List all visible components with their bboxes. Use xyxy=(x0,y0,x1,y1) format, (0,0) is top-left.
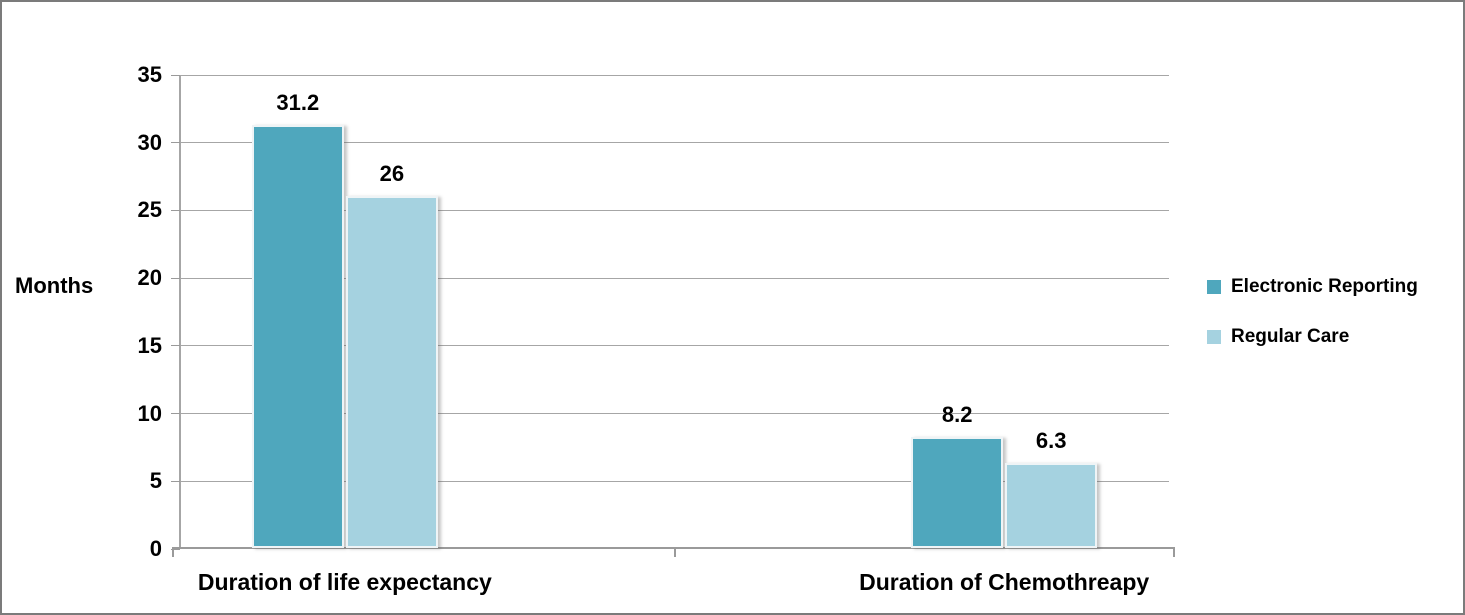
bar xyxy=(911,436,1004,548)
bar xyxy=(1005,462,1098,548)
gridline xyxy=(180,74,1169,76)
gridline xyxy=(180,209,1169,211)
bar-value-label: 8.2 xyxy=(941,401,973,427)
gridline xyxy=(180,345,1169,347)
gridline xyxy=(180,277,1169,279)
y-axis-tick-label: 30 xyxy=(137,129,162,155)
y-axis-title: Months xyxy=(15,273,94,298)
plot-area: 0 5 10 15 20 25 30 35 31.2 26 Duration of life exp… xyxy=(138,62,1175,595)
y-axis-tick-label: 0 xyxy=(149,536,162,561)
x-axis-tick xyxy=(1173,549,1175,557)
x-axis-tick xyxy=(673,549,676,557)
legend-label: Regular Care xyxy=(1231,326,1350,347)
category-label: Duration of Chemothreapy xyxy=(859,569,1150,595)
x-axis-line xyxy=(172,547,1175,549)
bar-value-label: 31.2 xyxy=(276,90,320,116)
legend-item-electronic-reporting: Electronic Reporting xyxy=(1207,277,1418,297)
y-axis-tick xyxy=(171,480,180,482)
x-axis-tick xyxy=(172,549,174,557)
y-axis-tick xyxy=(171,74,180,76)
y-axis-tick-label: 20 xyxy=(137,265,162,291)
y-axis-tick xyxy=(171,548,180,550)
y-axis-tick xyxy=(171,345,180,347)
category-label: Duration of life expectancy xyxy=(197,569,492,595)
legend-item-regular-care: Regular Care xyxy=(1207,327,1418,347)
legend-swatch-icon xyxy=(1207,280,1221,294)
gridline xyxy=(180,413,1169,415)
legend: Electronic Reporting Regular Care xyxy=(1207,277,1418,347)
bar-value-label: 26 xyxy=(379,160,405,186)
bar-value-label: 6.3 xyxy=(1035,427,1067,453)
bar xyxy=(251,125,344,548)
y-axis-line xyxy=(179,75,181,549)
legend-label: Electronic Reporting xyxy=(1231,276,1418,297)
y-axis-tick xyxy=(171,209,180,211)
y-axis-tick-label: 15 xyxy=(137,332,162,358)
y-axis-tick-label: 5 xyxy=(149,468,162,494)
y-axis-tick xyxy=(171,413,180,415)
y-axis-tick xyxy=(171,142,180,144)
y-axis-tick xyxy=(171,277,180,279)
gridline xyxy=(180,480,1169,482)
y-axis-tick-label: 35 xyxy=(137,62,162,87)
gridline xyxy=(180,142,1169,144)
legend-swatch-icon xyxy=(1207,330,1221,344)
y-axis-tick-label: 25 xyxy=(137,197,162,223)
bar xyxy=(345,195,438,548)
y-axis-tick-label: 10 xyxy=(137,400,162,426)
